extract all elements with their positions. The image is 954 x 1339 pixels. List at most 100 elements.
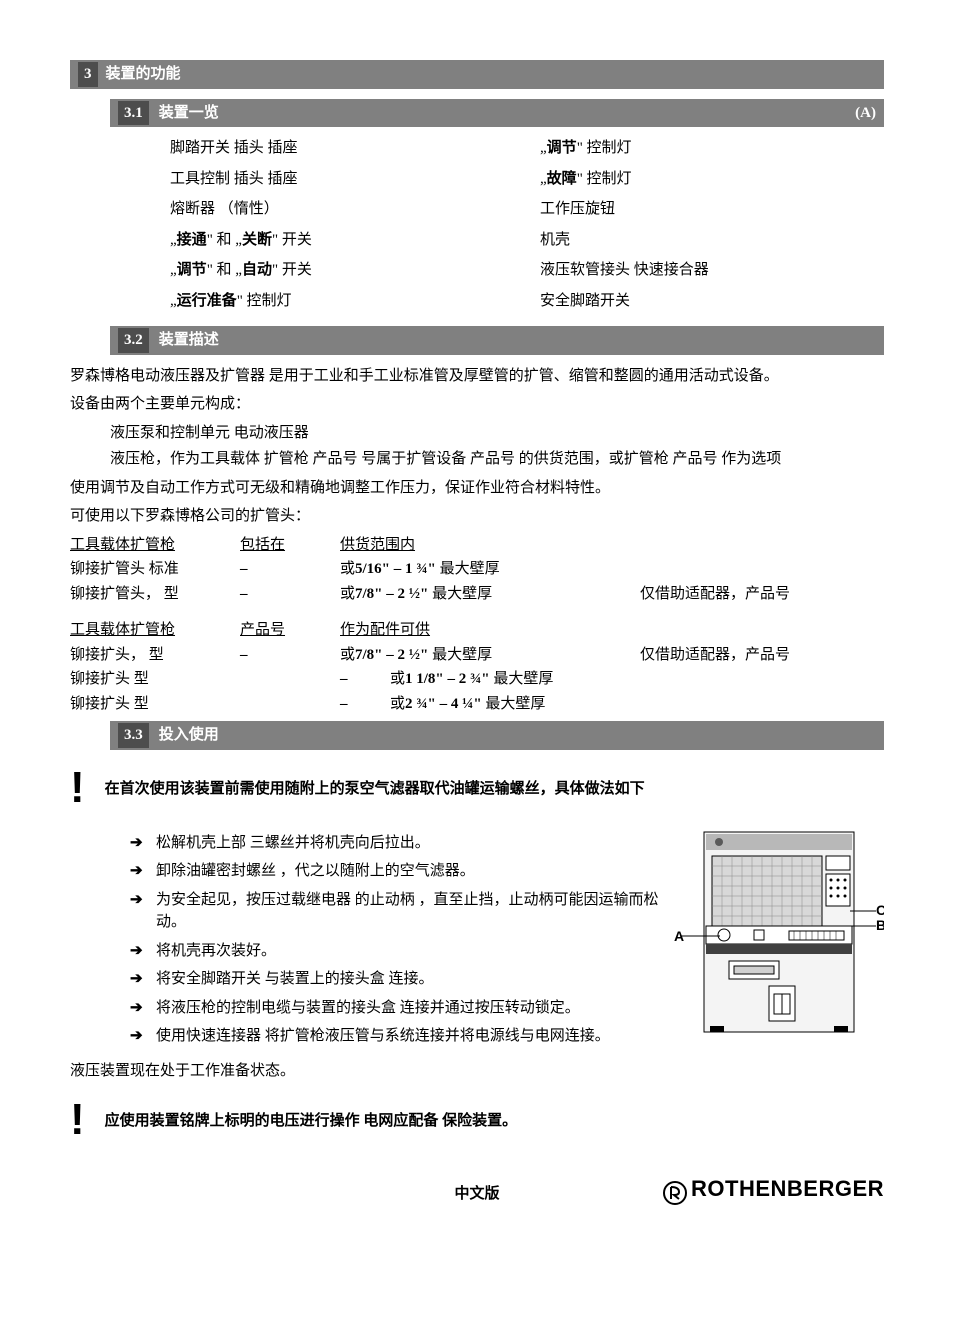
warning-block: ! 应使用装置铭牌上标明的电压进行操作 电网应配备 保险装置。 <box>70 1098 884 1142</box>
svg-text:A: A <box>674 928 684 944</box>
subsection-number: 3.1 <box>118 101 149 126</box>
closing-text: 液压装置现在处于工作准备状态。 <box>70 1060 884 1083</box>
subsection-title: 装置描述 <box>159 329 219 352</box>
arrow-icon: ➔ <box>130 860 156 883</box>
paragraph: 使用调节及自动工作方式可无级和精确地调整工作压力，保证作业符合材料特性。 <box>70 477 884 500</box>
list-item: 脚踏开关 插头 插座 <box>170 137 510 160</box>
svg-text:B: B <box>876 917 884 933</box>
td-dash: – <box>340 693 390 716</box>
td: 铆接扩管头 标准 <box>70 558 240 581</box>
td-dash: – <box>240 644 340 667</box>
td: 或2 ¾" – 4 ¼" 最大壁厚 <box>390 693 690 716</box>
section-number: 3 <box>78 62 98 87</box>
procedure-steps: ➔松解机壳上部 三螺丝并将机壳向后拉出。 ➔卸除油罐密封螺丝 ，代之以随附上的空… <box>70 826 664 1054</box>
th: 供货范围内 <box>340 534 640 557</box>
warning-text: 应使用装置铭牌上标明的电压进行操作 电网应配备 保险装置。 <box>105 1098 518 1133</box>
exclamation-icon: ! <box>70 766 85 810</box>
device-list-left: 脚踏开关 插头 插座 工具控制 插头 插座 熔断器 （惰性） „接通" 和 „关… <box>170 137 510 320</box>
th: 作为配件可供 <box>340 619 640 642</box>
list-item: „接通" 和 „关断" 开关 <box>170 229 510 252</box>
th: 包括在 <box>240 534 340 557</box>
td-dash: – <box>240 583 340 606</box>
svg-text:C: C <box>876 902 884 918</box>
arrow-icon: ➔ <box>130 889 156 934</box>
subsection-title: 装置一览 <box>159 102 219 125</box>
td: 铆接扩头 型 <box>70 668 240 691</box>
td-dash: – <box>240 558 340 581</box>
tool-table-header: 工具载体扩管枪 产品号 作为配件可供 <box>70 619 884 642</box>
list-item: „调节" 和 „自动" 开关 <box>170 259 510 282</box>
list-item: 机壳 <box>540 229 884 252</box>
list-item: 安全脚踏开关 <box>540 290 884 313</box>
td: 仅借助适配器，产品号 <box>640 583 884 606</box>
table-row: 铆接扩头， 型 – 或7/8" – 2 ½" 最大壁厚 仅借助适配器，产品号 <box>70 644 884 667</box>
table-row: 铆接扩头 型 – 或2 ¾" – 4 ¼" 最大壁厚 <box>70 693 884 716</box>
paragraph: 可使用以下罗森博格公司的扩管头： <box>70 505 884 528</box>
step-item: ➔使用快速连接器 将扩管枪液压管与系统连接并将电源线与电网连接。 <box>130 1025 664 1048</box>
device-diagram: A C B <box>674 826 884 1046</box>
subsection-3-3-header: 3.3 投入使用 <box>110 721 884 750</box>
table-row: 铆接扩管头， 型 – 或7/8" – 2 ½" 最大壁厚 仅借助适配器，产品号 <box>70 583 884 606</box>
list-item: „调节" 控制灯 <box>540 137 884 160</box>
step-item: ➔将机壳再次装好。 <box>130 940 664 963</box>
arrow-icon: ➔ <box>130 832 156 855</box>
td: 或5/16" – 1 ¾" 最大壁厚 <box>340 558 640 581</box>
subsection-title: 投入使用 <box>159 724 219 747</box>
step-text: 将安全脚踏开关 与装置上的接头盒 连接。 <box>156 968 664 991</box>
step-text: 为安全起见，按压过载继电器 的止动柄 ，直至止挡，止动柄可能因运输而松动。 <box>156 889 664 934</box>
td: 或7/8" – 2 ½" 最大壁厚 <box>340 644 640 667</box>
device-list-right: „调节" 控制灯 „故障" 控制灯 工作压旋钮 机壳 液压软管接头 快速接合器 … <box>540 137 884 320</box>
table-row: 铆接扩头 型 – 或1 1/8" – 2 ¾" 最大壁厚 <box>70 668 884 691</box>
list-item: 工具控制 插头 插座 <box>170 168 510 191</box>
arrow-icon: ➔ <box>130 1025 156 1048</box>
list-item: 熔断器 （惰性） <box>170 198 510 221</box>
section-title: 装置的功能 <box>106 63 181 86</box>
list-item: 工作压旋钮 <box>540 198 884 221</box>
warning-block: ! 在首次使用该装置前需使用随附上的泵空气滤器取代油罐运输螺丝，具体做法如下 <box>70 766 884 810</box>
step-text: 使用快速连接器 将扩管枪液压管与系统连接并将电源线与电网连接。 <box>156 1025 664 1048</box>
subsection-3-1-header: 3.1 装置一览 (A) <box>110 99 884 128</box>
table-row: 铆接扩管头 标准 – 或5/16" – 1 ¾" 最大壁厚 <box>70 558 884 581</box>
step-item: ➔将安全脚踏开关 与装置上的接头盒 连接。 <box>130 968 664 991</box>
step-item: ➔将液压枪的控制电缆与装置的接头盒 连接并通过按压转动锁定。 <box>130 997 664 1020</box>
th: 产品号 <box>240 619 340 642</box>
td: 仅借助适配器，产品号 <box>640 644 884 667</box>
td <box>640 558 884 581</box>
page-footer: 中文版 ROTHENBERGER <box>70 1172 884 1205</box>
sub-item: 液压枪，作为工具载体 扩管枪 产品号 号属于扩管设备 产品号 的供货范围，或扩管… <box>70 448 884 471</box>
arrow-icon: ➔ <box>130 968 156 991</box>
subsection-number: 3.2 <box>118 328 149 353</box>
step-item: ➔为安全起见，按压过载继电器 的止动柄 ，直至止挡，止动柄可能因运输而松动。 <box>130 889 664 934</box>
list-item: „故障" 控制灯 <box>540 168 884 191</box>
td: 铆接扩头， 型 <box>70 644 240 667</box>
td: 铆接扩头 型 <box>70 693 240 716</box>
arrow-icon: ➔ <box>130 997 156 1020</box>
subsection-number: 3.3 <box>118 723 149 748</box>
arrow-icon: ➔ <box>130 940 156 963</box>
paragraph: 设备由两个主要单元构成： <box>70 393 884 416</box>
list-item: „运行准备" 控制灯 <box>170 290 510 313</box>
section-header: 3 装置的功能 <box>70 60 884 89</box>
warning-text: 在首次使用该装置前需使用随附上的泵空气滤器取代油罐运输螺丝，具体做法如下 <box>105 766 645 801</box>
footer-language: 中文版 <box>455 1183 500 1206</box>
td: 或1 1/8" – 2 ¾" 最大壁厚 <box>390 668 690 691</box>
list-item: 液压软管接头 快速接合器 <box>540 259 884 282</box>
subsection-marker-a: (A) <box>855 102 876 125</box>
tool-table-header: 工具载体扩管枪 包括在 供货范围内 <box>70 534 884 557</box>
step-item: ➔松解机壳上部 三螺丝并将机壳向后拉出。 <box>130 832 664 855</box>
brand-logo <box>663 1181 687 1205</box>
subsection-3-2-header: 3.2 装置描述 <box>110 326 884 355</box>
sub-item: 液压泵和控制单元 电动液压器 <box>70 422 884 445</box>
paragraph: 罗森博格电动液压器及扩管器 是用于工业和手工业标准管及厚壁管的扩管、缩管和整圆的… <box>70 365 884 388</box>
step-text: 卸除油罐密封螺丝 ，代之以随附上的空气滤器。 <box>156 860 664 883</box>
td-dash: – <box>340 668 390 691</box>
td: 或7/8" – 2 ½" 最大壁厚 <box>340 583 640 606</box>
step-text: 将机壳再次装好。 <box>156 940 664 963</box>
th: 工具载体扩管枪 <box>70 619 240 642</box>
th: 工具载体扩管枪 <box>70 534 240 557</box>
step-text: 松解机壳上部 三螺丝并将机壳向后拉出。 <box>156 832 664 855</box>
step-text: 将液压枪的控制电缆与装置的接头盒 连接并通过按压转动锁定。 <box>156 997 664 1020</box>
step-item: ➔卸除油罐密封螺丝 ，代之以随附上的空气滤器。 <box>130 860 664 883</box>
exclamation-icon: ! <box>70 1098 85 1142</box>
brand-name: ROTHENBERGER <box>691 1176 884 1201</box>
